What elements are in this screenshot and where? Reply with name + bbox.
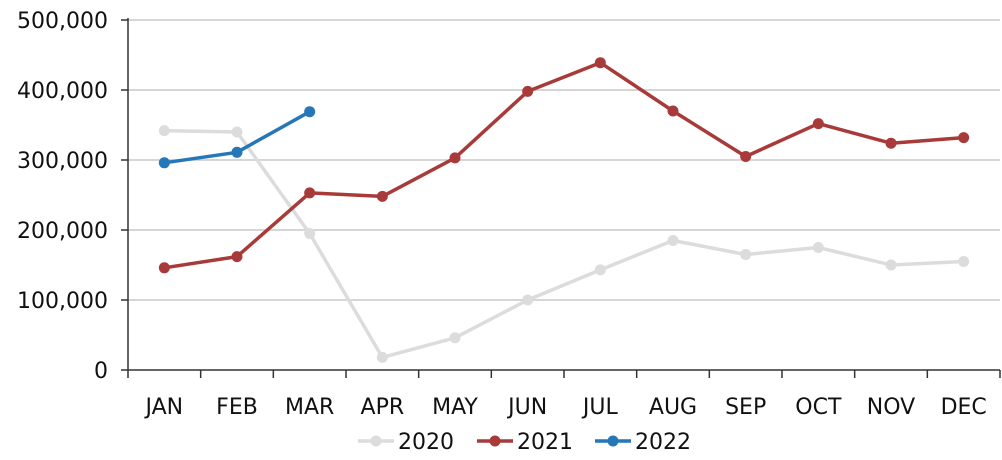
data-point-2021 xyxy=(667,105,679,117)
series-2021 xyxy=(158,57,970,274)
data-point-2022 xyxy=(158,157,170,169)
y-tick-label: 200,000 xyxy=(17,219,108,244)
x-axis-tick-labels: JAN FEB MAR APR MAY JUN JUL AUG SEP OCT NOV DEC xyxy=(144,395,987,420)
legend: 2020 2021 2022 xyxy=(358,430,691,455)
data-point-2021 xyxy=(158,262,170,274)
data-point-2020 xyxy=(667,235,679,246)
x-tick-label: JUL xyxy=(581,395,619,420)
y-tick-label: 300,000 xyxy=(17,149,108,174)
series-2020 xyxy=(158,125,970,363)
data-point-2021 xyxy=(304,187,316,199)
data-point-2021 xyxy=(885,137,897,149)
data-point-2020 xyxy=(376,351,388,363)
legend-swatch-marker xyxy=(370,435,382,447)
x-tick-label: MAY xyxy=(432,395,478,420)
data-point-2021 xyxy=(231,251,243,263)
x-tick-label: APR xyxy=(361,395,405,420)
data-point-2022 xyxy=(304,106,316,118)
data-point-2021 xyxy=(594,57,606,69)
data-point-2020 xyxy=(594,264,606,276)
series-line-2021 xyxy=(164,60,964,270)
gridlines xyxy=(128,19,1000,301)
data-point-2020 xyxy=(885,259,897,271)
data-point-2021 xyxy=(812,118,824,130)
legend-item-2020: 2020 xyxy=(358,430,454,455)
data-point-2021 xyxy=(522,85,534,97)
series-lines xyxy=(158,57,970,363)
legend-label: 2020 xyxy=(398,430,454,455)
data-point-2021 xyxy=(958,132,970,144)
y-axis-tick-labels: 0 100,000 200,000 300,000 400,000 500,000 xyxy=(17,9,108,384)
legend-label: 2021 xyxy=(517,430,573,455)
x-tick-label: NOV xyxy=(867,395,915,420)
y-tick-label: 500,000 xyxy=(17,9,108,34)
data-point-2021 xyxy=(376,190,388,202)
legend-item-2022: 2022 xyxy=(595,430,691,455)
x-tick-label: OCT xyxy=(795,395,842,420)
data-point-2020 xyxy=(812,242,824,253)
x-tick-label: AUG xyxy=(649,395,697,420)
data-point-2020 xyxy=(740,249,752,260)
data-point-2020 xyxy=(522,294,534,306)
data-point-2020 xyxy=(958,256,970,267)
legend-swatch-marker xyxy=(607,435,619,447)
data-point-2022 xyxy=(231,146,243,158)
x-tick-label: MAR xyxy=(285,395,334,420)
legend-item-2021: 2021 xyxy=(477,430,573,455)
y-tick-label: 0 xyxy=(94,359,108,384)
data-point-2020 xyxy=(158,125,170,137)
data-point-2021 xyxy=(449,152,461,164)
axes xyxy=(121,18,1001,378)
x-tick-label: JAN xyxy=(144,395,184,420)
x-tick-label: JUN xyxy=(506,395,547,420)
y-tick-label: 400,000 xyxy=(17,79,108,104)
data-point-2020 xyxy=(304,228,316,239)
x-tick-label: FEB xyxy=(216,395,258,420)
x-tick-label: DEC xyxy=(941,395,987,420)
data-point-2020 xyxy=(449,332,461,344)
legend-swatch-marker xyxy=(489,435,501,447)
data-point-2021 xyxy=(740,151,752,162)
series-line-2020 xyxy=(164,128,964,360)
y-tick-label: 100,000 xyxy=(17,289,108,314)
series-2022 xyxy=(158,106,316,169)
legend-label: 2022 xyxy=(635,430,691,455)
x-tick-label: SEP xyxy=(725,395,766,420)
data-point-2020 xyxy=(231,126,243,138)
